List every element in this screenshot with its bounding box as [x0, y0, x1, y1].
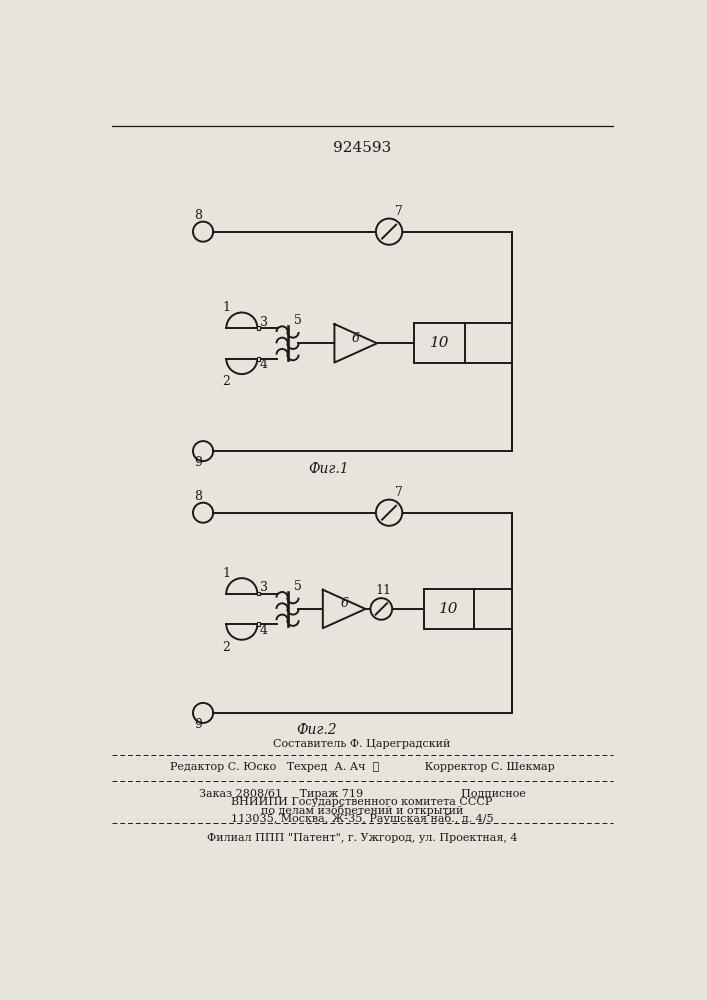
Text: Составитель Ф. Цареградский: Составитель Ф. Цареградский	[274, 739, 450, 749]
Bar	[423, 589, 474, 629]
Text: 3: 3	[259, 316, 268, 329]
Text: 3: 3	[259, 581, 268, 594]
Text: 6: 6	[352, 332, 360, 345]
Circle shape	[370, 598, 392, 620]
Text: Заказ 2808/61     Тираж 719                            Подписное: Заказ 2808/61 Тираж 719 Подписное	[199, 789, 525, 799]
Bar	[414, 323, 464, 363]
Text: 924593: 924593	[333, 141, 391, 155]
Text: 8: 8	[194, 209, 201, 222]
Text: 11: 11	[375, 584, 391, 597]
Text: Филиал ППП "Патент", г. Ужгород, ул. Проектная, 4: Филиал ППП "Патент", г. Ужгород, ул. Про…	[206, 833, 518, 843]
Text: ВНИИПИ Государственного комитета СССР: ВНИИПИ Государственного комитета СССР	[231, 797, 493, 807]
Text: 10: 10	[430, 336, 449, 350]
Text: 6: 6	[340, 597, 349, 610]
Bar	[257, 592, 260, 595]
Bar	[257, 622, 260, 626]
Bar	[257, 357, 260, 361]
Text: 7: 7	[395, 486, 403, 499]
Text: по делам изобретений и открытий: по делам изобретений и открытий	[261, 805, 463, 816]
Text: 9: 9	[194, 456, 201, 470]
Text: Редактор С. Юско   Техред  А. Ач  ✓             Корректор С. Шекмар: Редактор С. Юско Техред А. Ач ✓ Корректо…	[170, 762, 554, 772]
Text: 2: 2	[223, 375, 230, 388]
Bar	[257, 326, 260, 330]
Text: 113035, Москва, Ж-35, Раушская наб., д. 4/5: 113035, Москва, Ж-35, Раушская наб., д. …	[230, 813, 493, 824]
Text: 8: 8	[194, 490, 201, 503]
Circle shape	[376, 219, 402, 245]
Text: 1: 1	[223, 567, 230, 580]
Text: 7: 7	[395, 205, 403, 218]
Circle shape	[376, 500, 402, 526]
Text: 2: 2	[223, 641, 230, 654]
Text: 10: 10	[439, 602, 459, 616]
Text: 9: 9	[194, 718, 201, 731]
Text: Фиг.2: Фиг.2	[297, 723, 337, 737]
Text: 4: 4	[259, 358, 268, 371]
Text: 4: 4	[259, 624, 268, 637]
Text: Фиг.1: Фиг.1	[308, 462, 349, 476]
Text: 5: 5	[293, 580, 302, 593]
Text: 1: 1	[223, 301, 230, 314]
Text: 5: 5	[293, 314, 302, 327]
